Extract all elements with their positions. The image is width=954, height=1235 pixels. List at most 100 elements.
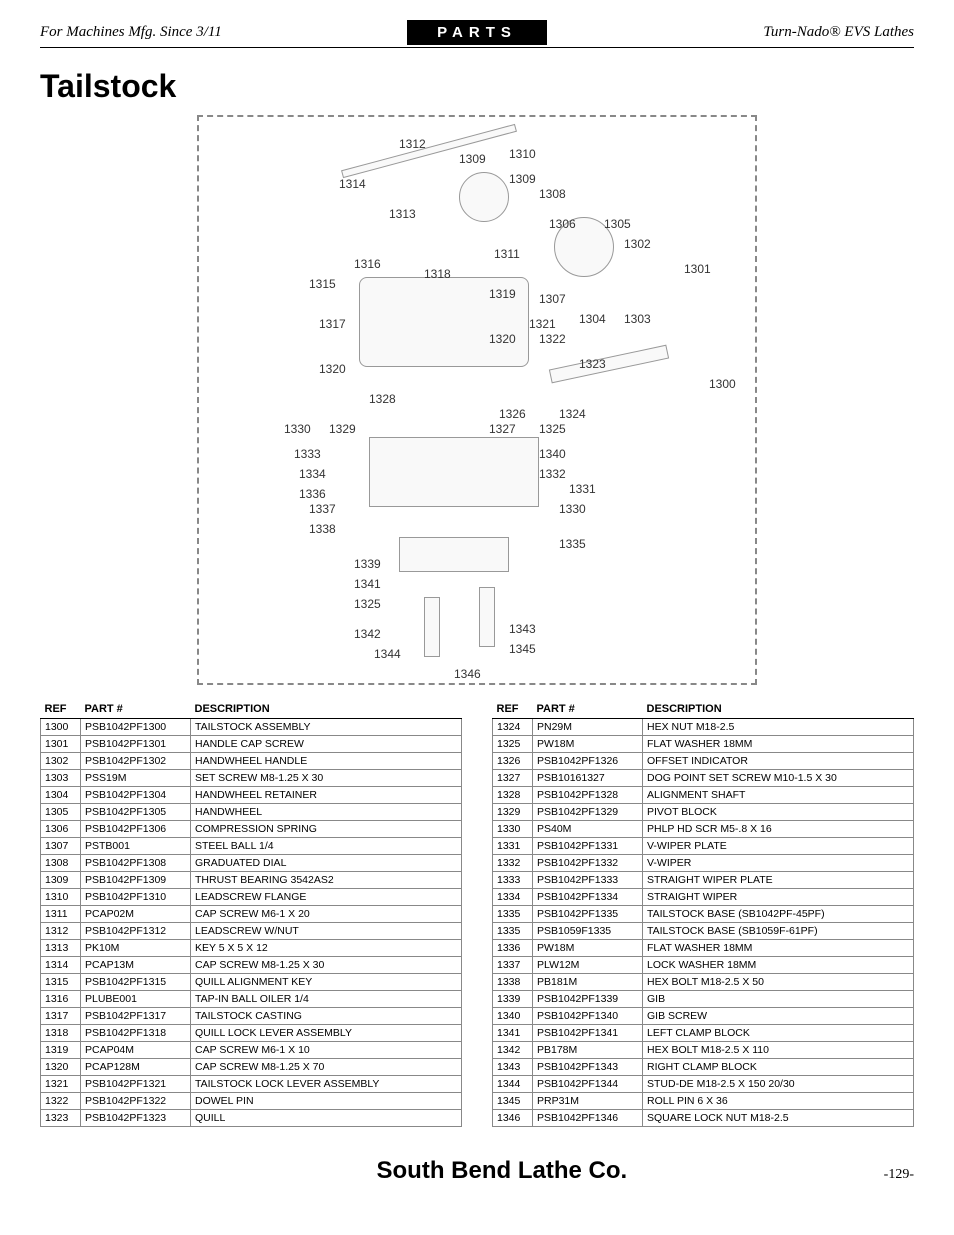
diagram-callout: 1335 — [559, 537, 586, 551]
diagram-callout: 1320 — [489, 332, 516, 346]
cell-ref: 1326 — [493, 753, 533, 770]
col-desc: DESCRIPTION — [643, 700, 914, 719]
cell-desc: GIB SCREW — [643, 1008, 914, 1025]
table-row: 1328PSB1042PF1328ALIGNMENT SHAFT — [493, 787, 914, 804]
cell-part: PK10M — [81, 940, 191, 957]
cell-ref: 1333 — [493, 872, 533, 889]
table-row: 1319PCAP04MCAP SCREW M6-1 X 10 — [41, 1042, 462, 1059]
cell-ref: 1335 — [493, 906, 533, 923]
cell-desc: HEX BOLT M18-2.5 X 50 — [643, 974, 914, 991]
table-row: 1330PS40MPHLP HD SCR M5-.8 X 16 — [493, 821, 914, 838]
parts-tables: REF PART # DESCRIPTION 1300PSB1042PF1300… — [40, 700, 914, 1127]
cell-part: PSB1042PF1308 — [81, 855, 191, 872]
cell-desc: SET SCREW M8-1.25 X 30 — [191, 770, 462, 787]
cell-part: PLUBE001 — [81, 991, 191, 1008]
cell-ref: 1325 — [493, 736, 533, 753]
cell-ref: 1342 — [493, 1042, 533, 1059]
col-ref: REF — [493, 700, 533, 719]
col-part: PART # — [533, 700, 643, 719]
cell-part: PSB1042PF1301 — [81, 736, 191, 753]
diagram-sketch — [341, 124, 517, 178]
diagram-container: 1312130913101314130913081313130613051302… — [40, 115, 914, 690]
cell-ref: 1331 — [493, 838, 533, 855]
diagram-callout: 1326 — [499, 407, 526, 421]
diagram-callout: 1301 — [684, 262, 711, 276]
cell-ref: 1309 — [41, 872, 81, 889]
diagram-sketch — [459, 172, 509, 222]
cell-desc: PIVOT BLOCK — [643, 804, 914, 821]
table-row: 1325PW18MFLAT WASHER 18MM — [493, 736, 914, 753]
table-row: 1306PSB1042PF1306COMPRESSION SPRING — [41, 821, 462, 838]
cell-part: PSB1042PF1335 — [533, 906, 643, 923]
page-header: For Machines Mfg. Since 3/11 PARTS Turn-… — [40, 20, 914, 48]
table-row: 1335PSB1042PF1335TAILSTOCK BASE (SB1042P… — [493, 906, 914, 923]
cell-part: PSB1042PF1318 — [81, 1025, 191, 1042]
cell-ref: 1346 — [493, 1110, 533, 1127]
cell-part: PB178M — [533, 1042, 643, 1059]
cell-ref: 1306 — [41, 821, 81, 838]
cell-ref: 1341 — [493, 1025, 533, 1042]
parts-table-right: REF PART # DESCRIPTION 1324PN29MHEX NUT … — [492, 700, 914, 1127]
diagram-callout: 1338 — [309, 522, 336, 536]
table-row: 1301PSB1042PF1301HANDLE CAP SCREW — [41, 736, 462, 753]
cell-desc: TAILSTOCK ASSEMBLY — [191, 719, 462, 736]
diagram-callout: 1319 — [489, 287, 516, 301]
diagram-callout: 1336 — [299, 487, 326, 501]
table-row: 1314PCAP13MCAP SCREW M8-1.25 X 30 — [41, 957, 462, 974]
cell-ref: 1339 — [493, 991, 533, 1008]
cell-part: PSB1042PF1344 — [533, 1076, 643, 1093]
diagram-sketch — [424, 597, 440, 657]
diagram-callout: 1311 — [494, 247, 520, 261]
cell-desc: V-WIPER — [643, 855, 914, 872]
cell-desc: DOG POINT SET SCREW M10-1.5 X 30 — [643, 770, 914, 787]
diagram-callout: 1332 — [539, 467, 566, 481]
cell-ref: 1301 — [41, 736, 81, 753]
diagram-callout: 1325 — [539, 422, 566, 436]
table-row: 1329PSB1042PF1329PIVOT BLOCK — [493, 804, 914, 821]
diagram-callout: 1310 — [509, 147, 536, 161]
cell-ref: 1313 — [41, 940, 81, 957]
cell-ref: 1305 — [41, 804, 81, 821]
cell-desc: HEX NUT M18-2.5 — [643, 719, 914, 736]
cell-desc: ALIGNMENT SHAFT — [643, 787, 914, 804]
diagram-callout: 1303 — [624, 312, 651, 326]
cell-desc: TAILSTOCK CASTING — [191, 1008, 462, 1025]
header-center-badge: PARTS — [407, 20, 547, 45]
cell-ref: 1319 — [41, 1042, 81, 1059]
diagram-callout: 1327 — [489, 422, 516, 436]
cell-part: PSB1042PF1310 — [81, 889, 191, 906]
diagram-callout: 1344 — [374, 647, 401, 661]
cell-desc: OFFSET INDICATOR — [643, 753, 914, 770]
cell-ref: 1332 — [493, 855, 533, 872]
cell-ref: 1330 — [493, 821, 533, 838]
table-row: 1344PSB1042PF1344STUD-DE M18-2.5 X 150 2… — [493, 1076, 914, 1093]
table-row: 1323PSB1042PF1323QUILL — [41, 1110, 462, 1127]
table-row: 1305PSB1042PF1305HANDWHEEL — [41, 804, 462, 821]
diagram-callout: 1315 — [309, 277, 336, 291]
cell-desc: TAP-IN BALL OILER 1/4 — [191, 991, 462, 1008]
cell-part: PSB1042PF1341 — [533, 1025, 643, 1042]
table-row: 1310PSB1042PF1310LEADSCREW FLANGE — [41, 889, 462, 906]
cell-ref: 1328 — [493, 787, 533, 804]
diagram-callout: 1321 — [529, 317, 556, 331]
table-row: 1333PSB1042PF1333STRAIGHT WIPER PLATE — [493, 872, 914, 889]
cell-desc: LEFT CLAMP BLOCK — [643, 1025, 914, 1042]
cell-part: PSB1042PF1305 — [81, 804, 191, 821]
cell-part: PSB1042PF1333 — [533, 872, 643, 889]
cell-ref: 1322 — [41, 1093, 81, 1110]
table-row: 1304PSB1042PF1304HANDWHEEL RETAINER — [41, 787, 462, 804]
cell-part: PSB1042PF1340 — [533, 1008, 643, 1025]
cell-ref: 1317 — [41, 1008, 81, 1025]
diagram-callout: 1340 — [539, 447, 566, 461]
cell-part: PSB1042PF1315 — [81, 974, 191, 991]
table-row: 1326PSB1042PF1326OFFSET INDICATOR — [493, 753, 914, 770]
table-row: 1303PSS19MSET SCREW M8-1.25 X 30 — [41, 770, 462, 787]
diagram-callout: 1341 — [354, 577, 381, 591]
table-row: 1335PSB1059F1335TAILSTOCK BASE (SB1059F-… — [493, 923, 914, 940]
table-row: 1313PK10MKEY 5 X 5 X 12 — [41, 940, 462, 957]
table-row: 1318PSB1042PF1318QUILL LOCK LEVER ASSEMB… — [41, 1025, 462, 1042]
cell-ref: 1327 — [493, 770, 533, 787]
diagram-callout: 1304 — [579, 312, 606, 326]
diagram-sketch — [479, 587, 495, 647]
cell-desc: GRADUATED DIAL — [191, 855, 462, 872]
